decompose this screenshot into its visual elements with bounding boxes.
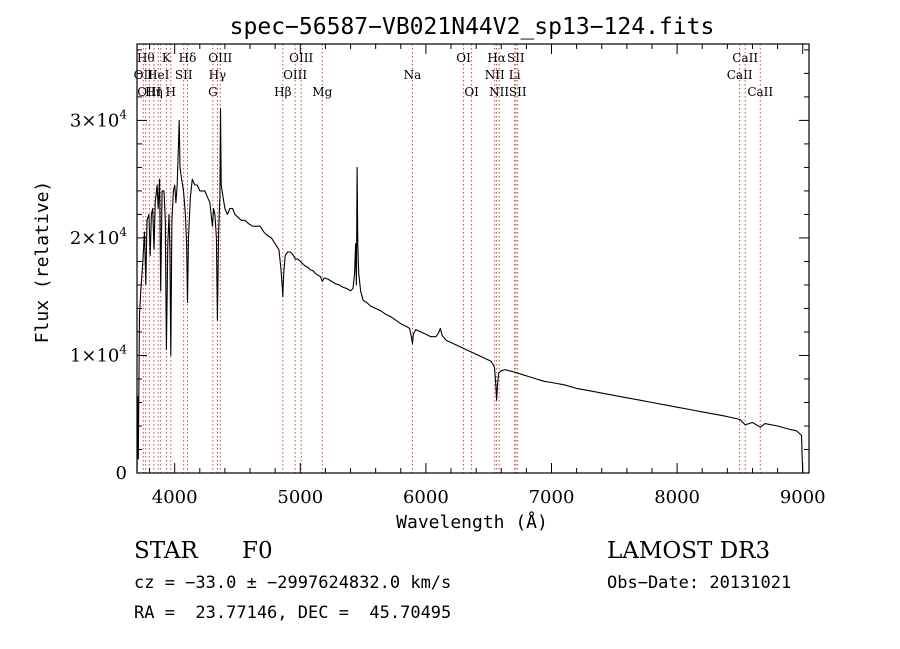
object-subclass: F0 — [242, 538, 273, 564]
spectral-line-label: H — [166, 85, 176, 99]
chart-title: spec−56587−VB021N44V2_sp13−124.fits — [230, 14, 715, 40]
spectral-line-label: HeI — [147, 68, 170, 82]
spectrum-line — [136, 108, 804, 474]
spectral-line-label: NII — [489, 85, 509, 99]
spectral-line-label: Na — [404, 68, 422, 82]
spectral-line-label: Hγ — [209, 68, 227, 82]
spectral-line-label: Hθ — [137, 51, 155, 65]
spectral-line-label: OII — [134, 68, 154, 82]
redshift-line: cz = −33.0 ± −2997624832.0 km/s — [134, 573, 452, 593]
y-tick-exponent: 4 — [119, 107, 127, 121]
x-axis-label: Wavelength (Å) — [396, 511, 548, 533]
spectral-line-label: OI — [464, 85, 479, 99]
survey-name: LAMOST DR3 — [607, 538, 771, 564]
y-tick-exponent: 4 — [119, 342, 127, 356]
spectral-line-label: CaII — [747, 85, 773, 99]
y-axis-label: Flux (relative) — [32, 181, 53, 344]
y-tick-label: 0 — [116, 463, 127, 484]
x-tick-label: 8000 — [654, 487, 700, 508]
spectral-line-label: OIII — [137, 85, 161, 99]
y-tick-exponent: 4 — [119, 225, 127, 239]
spectral-line-label: OIII — [208, 51, 232, 65]
spectral-line-label: OI — [456, 51, 471, 65]
y-tick-label: 1×104 — [70, 342, 127, 366]
spectrum-curve-layer — [136, 108, 804, 474]
object-class: STAR — [134, 538, 198, 564]
plot-frame — [136, 43, 810, 474]
spectral-line-label: Hη — [145, 85, 163, 99]
spectrum-chart: spec−56587−VB021N44V2_sp13−124.fits OIIH… — [32, 14, 826, 533]
spectral-line-label: Hβ — [274, 85, 291, 99]
spectral-line-label: G — [208, 85, 218, 99]
spectral-line-label: SII — [175, 68, 193, 82]
spectral-line-label: OIII — [283, 68, 307, 82]
spectral-line-label: Hδ — [179, 51, 197, 65]
spectral-line-label: CaII — [732, 51, 758, 65]
spectral-line-label: CaII — [727, 68, 753, 82]
y-tick-label: 2×104 — [70, 225, 127, 249]
axis-ticks: 4000 5000 6000 7000 8000 9000 0 1×104 2×104 3×104 — [70, 44, 826, 508]
spectral-line-label: SII — [509, 85, 527, 99]
y-tick-label: 3×104 — [70, 107, 127, 131]
spectral-line-label: K — [162, 51, 172, 65]
obs-date-line: Obs−Date: 20131021 — [607, 573, 792, 593]
spectral-line-label: Hα — [487, 51, 506, 65]
x-tick-label: 9000 — [780, 487, 826, 508]
spectral-line-label: Mg — [312, 85, 332, 99]
x-tick-label: 5000 — [277, 487, 323, 508]
x-tick-label: 7000 — [529, 487, 575, 508]
spectral-line-label: NII — [485, 68, 505, 82]
x-tick-label: 6000 — [403, 487, 449, 508]
coordinates-line: RA = 23.77146, DEC = 45.70495 — [134, 603, 452, 623]
spectral-line-label: Li — [509, 68, 521, 82]
spectral-line-label: SII — [507, 51, 525, 65]
spectral-line-label: OIII — [289, 51, 313, 65]
x-tick-label: 4000 — [152, 487, 198, 508]
spectral-lines: OIIHθOIIIHηHeIKHSIIHδGHγOIIIHβOIIIOIIIMg… — [134, 44, 773, 473]
